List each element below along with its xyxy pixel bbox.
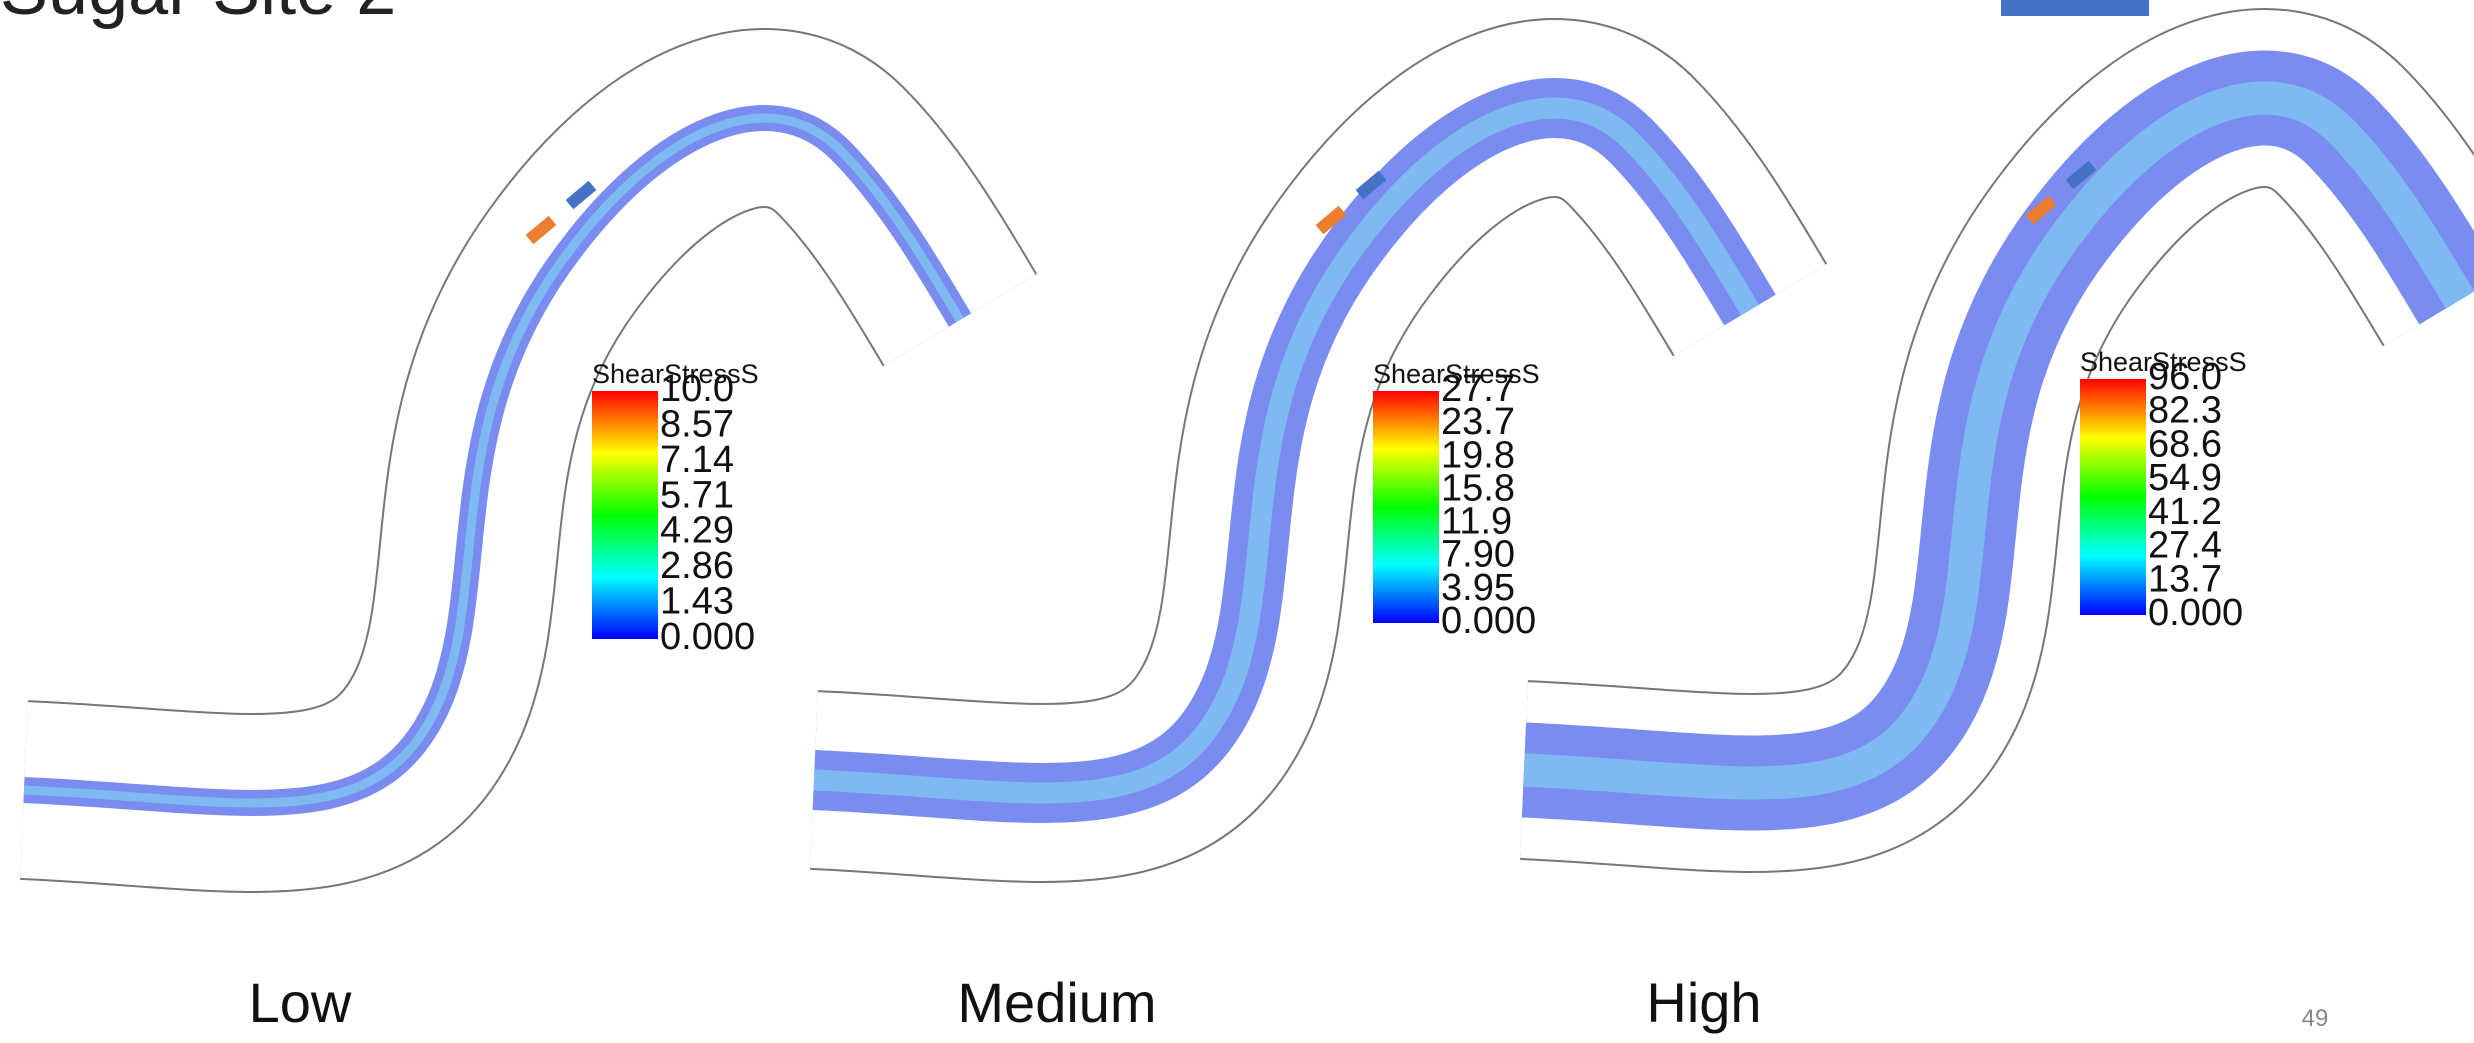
panel-label: Medium [957,971,1156,1034]
page: Sugar Site 2 49 ShearStressS10.08.577.14… [0,0,2474,1043]
colorbar [592,391,658,639]
colorbar-tick-label: 0.000 [2148,592,2243,634]
colorbar [1373,391,1439,623]
colorbar-tick-label: 0.000 [1441,600,1536,642]
panel-label: High [1646,971,1761,1034]
panel-label: Low [249,971,352,1034]
map-panel: ShearStressS10.08.577.145.714.292.861.43… [24,118,960,1034]
colorbar [2080,379,2146,615]
corner-block [2001,0,2149,16]
page-number: 49 [2302,1005,2329,1032]
colorbar-tick-label: 0.000 [660,616,755,658]
slide-title: Sugar Site 2 [0,0,396,30]
slide: Sugar Site 2 49 ShearStressS10.08.577.14… [0,0,2474,1043]
